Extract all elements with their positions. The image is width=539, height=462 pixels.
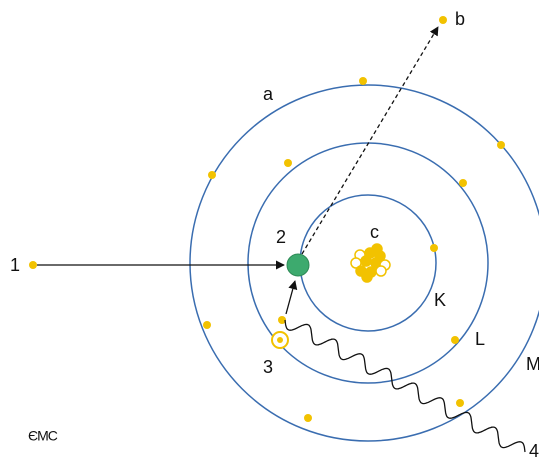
electron [451, 336, 459, 344]
electron [497, 141, 505, 149]
vacancy-core [277, 337, 283, 343]
logo: ЄMC [28, 428, 58, 444]
label-m: M [526, 354, 539, 374]
electron [359, 77, 367, 85]
label-l: L [475, 329, 485, 349]
nucleon [371, 243, 383, 255]
electron [208, 171, 216, 179]
electron [459, 179, 467, 187]
nucleon [375, 265, 387, 277]
label-2: 2 [276, 227, 286, 247]
electron [284, 159, 292, 167]
ejected-electron [439, 16, 447, 24]
nucleus [350, 243, 391, 283]
electrons [29, 16, 505, 422]
electron [430, 244, 438, 252]
nucleon [361, 271, 373, 283]
electron [456, 399, 464, 407]
label-4: 4 [529, 441, 539, 461]
interaction-point [286, 253, 310, 277]
electron [278, 316, 286, 324]
label-b: b [455, 9, 465, 29]
transition-arrow [285, 280, 298, 315]
label-1: 1 [10, 255, 20, 275]
electron [203, 321, 211, 329]
orbit-m [189, 84, 539, 442]
photon-wave [284, 319, 526, 453]
label-a: a [263, 84, 274, 104]
label-c: c [370, 222, 379, 242]
nucleon [360, 255, 372, 267]
incoming-electron [29, 261, 37, 269]
label-k: K [434, 290, 446, 310]
electron [304, 414, 312, 422]
ejection-arrow [301, 26, 439, 255]
label-3: 3 [263, 357, 273, 377]
